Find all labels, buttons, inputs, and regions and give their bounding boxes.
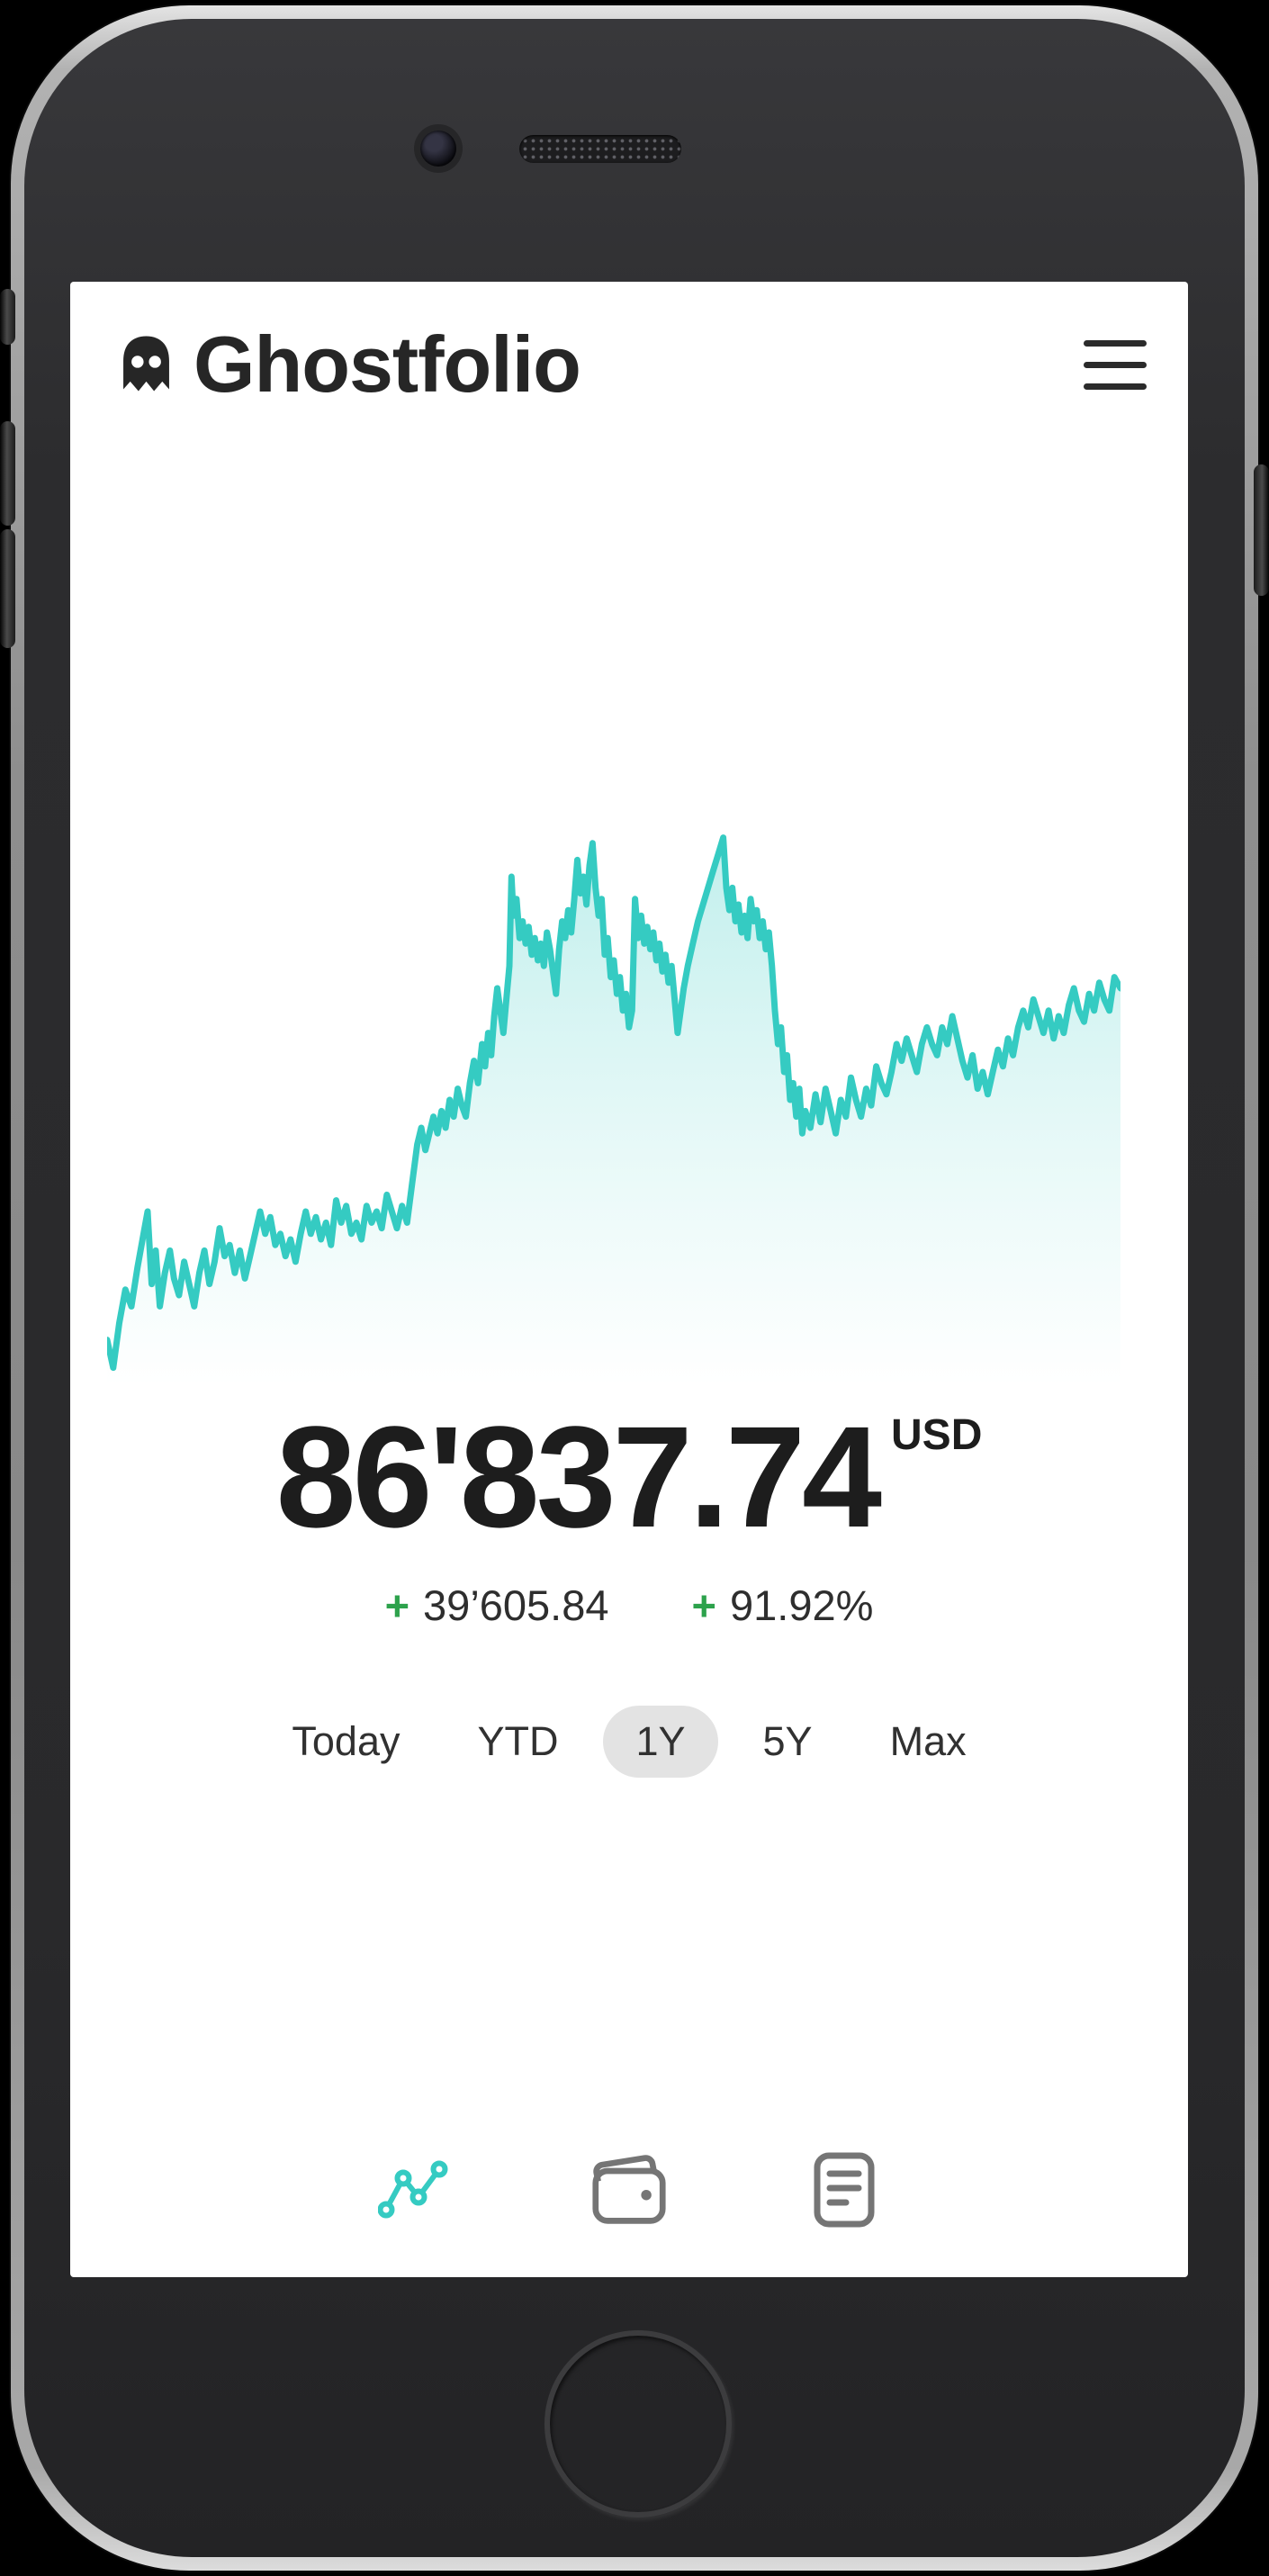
ghost-icon [123,336,169,392]
currency-label: USD [891,1411,983,1459]
earpiece-speaker [519,135,681,163]
performance-chart[interactable] [107,806,1120,1386]
change-percent-value: 91.92% [729,1581,874,1629]
nav-item-report[interactable] [806,2148,882,2231]
nav-item-wallet[interactable] [591,2148,667,2231]
portfolio-change-row: +39’605.84 +91.92% [70,1576,1188,1635]
power-button[interactable] [1254,464,1269,596]
app-header: Ghostfolio [121,318,1147,411]
change-percent-sign: + [691,1581,716,1629]
page-title: Ghostfolio [194,320,581,409]
phone-frame: Ghostfolio [0,5,1269,2571]
chart-area-fill [107,837,1120,1386]
home-button[interactable] [544,2330,732,2517]
hamburger-bar [1084,339,1147,347]
range-selector: Today YTD 1Y 5Y Max [70,1706,1188,1778]
nav-item-overview[interactable] [376,2148,452,2231]
hamburger-menu-button[interactable] [1084,335,1147,395]
performance-chart-icon [378,2160,448,2219]
range-button-today[interactable]: Today [259,1706,432,1778]
app-screen: Ghostfolio [70,282,1188,2277]
chart-line [107,834,1120,1372]
change-percent: +91.92% [692,1576,874,1635]
change-absolute-value: 39’605.84 [423,1581,609,1629]
front-camera [420,131,456,167]
portfolio-value-row: 86'837.74 USD [70,1405,1188,1549]
wallet-icon [592,2155,666,2224]
hamburger-bar [1084,361,1147,368]
volume-down-button[interactable] [0,529,15,648]
performance-chart-svg[interactable] [107,806,1120,1386]
report-list-icon [814,2152,875,2228]
portfolio-total-value: 86'837.74 [275,1396,882,1557]
mute-switch[interactable] [0,289,15,345]
range-button-max[interactable]: Max [858,1706,999,1778]
hamburger-bar [1084,383,1147,390]
bottom-navigation [70,2148,1188,2231]
range-button-1y[interactable]: 1Y [603,1706,718,1778]
change-absolute-sign: + [384,1581,410,1629]
range-button-5y[interactable]: 5Y [731,1706,845,1778]
range-button-ytd[interactable]: YTD [445,1706,590,1778]
change-absolute: +39’605.84 [385,1576,609,1635]
volume-up-button[interactable] [0,421,15,526]
